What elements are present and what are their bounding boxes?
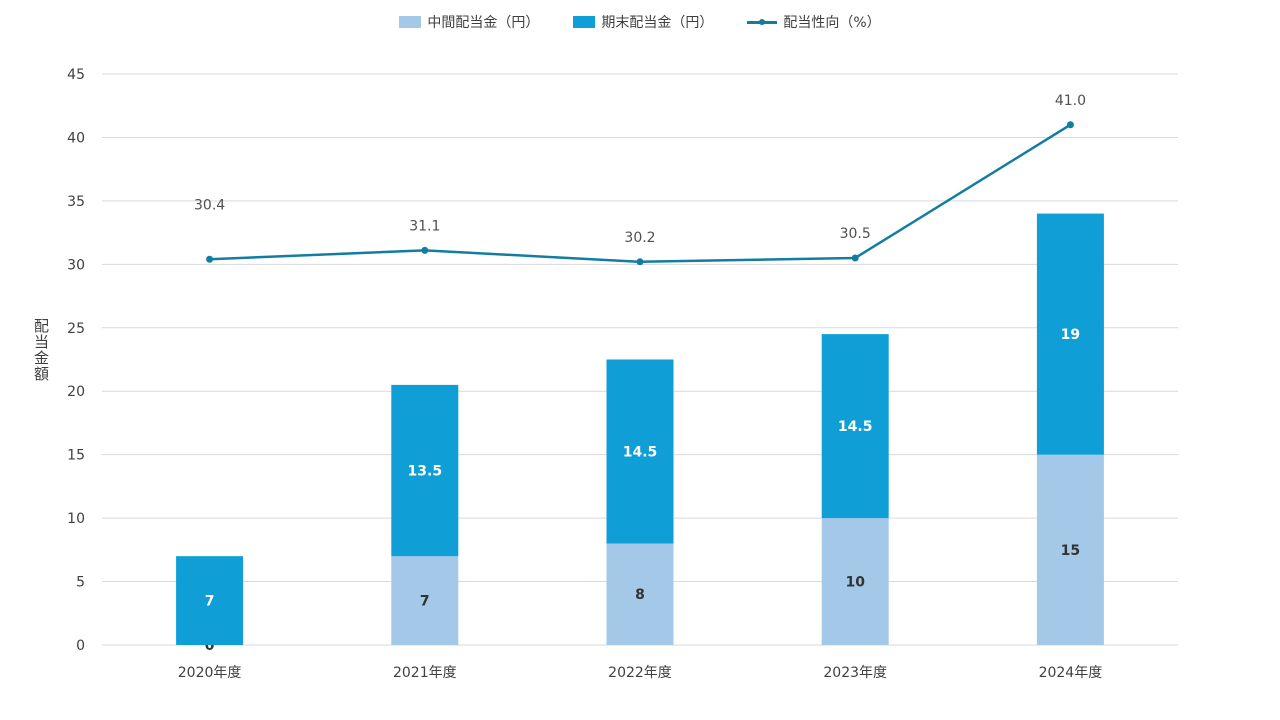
- y-tick-label: 0: [76, 638, 85, 654]
- bar-yearend: [821, 334, 889, 519]
- bar-yearend: [606, 359, 674, 544]
- x-tick-label: 2021年度: [393, 665, 457, 681]
- bar-label-interim: 15: [1061, 543, 1080, 559]
- y-tick-label: 10: [67, 511, 85, 527]
- payout-ratio-point: [206, 255, 214, 263]
- payout-ratio-label: 31.1: [409, 218, 440, 234]
- y-tick-label: 5: [76, 575, 85, 591]
- legend-item-payout: 配当性向（%）: [747, 12, 881, 32]
- payout-ratio-point: [851, 254, 859, 262]
- bar-label-yearend: 19: [1061, 327, 1080, 343]
- bar-label-interim: 7: [420, 594, 430, 610]
- y-tick-label: 15: [67, 448, 85, 464]
- payout-ratio-label: 41.0: [1055, 93, 1086, 109]
- payout-ratio-label: 30.5: [840, 226, 871, 242]
- x-tick-label: 2024年度: [1039, 665, 1103, 681]
- legend: 中間配当金（円） 期末配当金（円） 配当性向（%）: [0, 10, 1280, 34]
- legend-swatch-interim: [399, 16, 422, 28]
- bar-yearend: [1036, 213, 1104, 455]
- legend-item-yearend: 期末配当金（円）: [573, 12, 713, 32]
- payout-ratio-label: 30.4: [194, 197, 225, 213]
- y-axis-label: 配当金額: [32, 318, 50, 382]
- bar-yearend: [176, 556, 244, 645]
- bar-label-interim: 10: [845, 575, 865, 591]
- y-tick-label: 30: [67, 257, 85, 273]
- legend-label-yearend: 期末配当金（円）: [601, 15, 714, 31]
- x-tick-label: 2020年度: [178, 665, 242, 681]
- bar-label-yearend: 7: [205, 594, 215, 610]
- y-tick-label: 45: [67, 67, 85, 83]
- bar-interim: [391, 556, 459, 645]
- bar-label-yearend: 13.5: [408, 464, 443, 480]
- payout-ratio-point: [421, 246, 429, 254]
- y-tick-label: 40: [67, 130, 85, 146]
- legend-label-payout: 配当性向（%）: [783, 15, 881, 31]
- y-tick-label: 25: [67, 321, 85, 337]
- x-tick-label: 2023年度: [823, 665, 887, 681]
- legend-swatch-payout: [747, 16, 778, 28]
- bar-label-interim: 8: [635, 587, 645, 603]
- bar-yearend: [391, 384, 459, 557]
- payout-ratio-point: [636, 258, 644, 266]
- bar-label-interim: 0: [205, 638, 215, 654]
- legend-swatch-yearend: [573, 16, 596, 28]
- x-tick-label: 2022年度: [608, 665, 672, 681]
- legend-label-interim: 中間配当金（円）: [427, 15, 540, 31]
- bar-interim: [606, 543, 674, 645]
- payout-ratio-label: 30.2: [624, 230, 655, 246]
- bar-label-yearend: 14.5: [623, 444, 658, 460]
- y-tick-label: 35: [67, 194, 85, 210]
- payout-ratio-point: [1066, 121, 1074, 129]
- legend-item-interim: 中間配当金（円）: [399, 12, 539, 32]
- bar-interim: [1036, 454, 1104, 645]
- bar-label-yearend: 14.5: [838, 419, 873, 435]
- bar-interim: [821, 518, 889, 645]
- y-tick-label: 20: [67, 384, 85, 400]
